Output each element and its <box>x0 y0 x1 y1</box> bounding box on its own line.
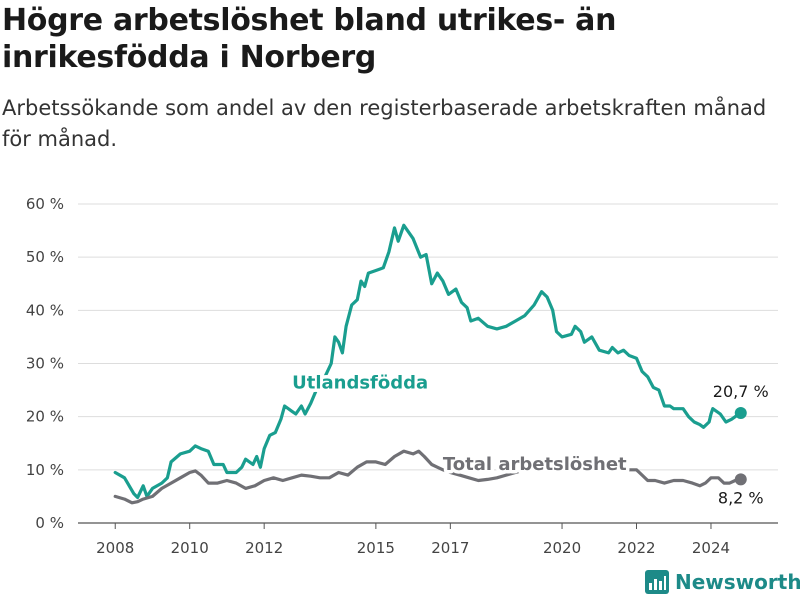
series-annotation-label: Utlandsfödda <box>292 372 428 393</box>
series-end-label: 8,2 % <box>718 488 764 507</box>
bar-chart-icon <box>645 570 669 594</box>
series-lines <box>113 223 747 505</box>
series-end-point <box>734 406 747 419</box>
series-annotation-halo: Total arbetslöshet <box>443 454 627 475</box>
series-annotation-label: Total arbetslöshet <box>443 454 627 475</box>
x-tick-label: 2015 <box>357 539 395 557</box>
brand-logo: Newsworthy <box>645 568 800 596</box>
brand-name: Newsworthy <box>675 570 800 594</box>
y-tick-label: 10 % <box>26 461 64 479</box>
axes: 0 % 10 % 20 % 30 % 40 % 50 % 60 % 2008 2010 2012 2… <box>26 195 730 557</box>
x-tick-label: 2024 <box>692 539 730 557</box>
y-tick-label: 40 % <box>26 301 64 319</box>
x-tick-label: 2012 <box>245 539 283 557</box>
x-tick-label: 2020 <box>543 539 581 557</box>
y-tick-label: 30 % <box>26 355 64 373</box>
x-tick-label: 2022 <box>617 539 655 557</box>
series-line <box>113 223 743 500</box>
series-labels: 20,7 %8,2 %UtlandsföddaUtlandsföddaTotal… <box>289 369 769 507</box>
x-tick-label: 2010 <box>171 539 209 557</box>
chart-subtitle: Arbetssökande som andel av den registerb… <box>2 96 767 151</box>
y-tick-label: 50 % <box>26 248 64 266</box>
series-end-label: 20,7 % <box>713 382 769 401</box>
series-line <box>113 449 743 505</box>
y-tick-label: 20 % <box>26 408 64 426</box>
chart-title: Högre arbetslöshet bland utrikes- än inr… <box>2 3 617 75</box>
y-tick-label: 60 % <box>26 195 64 213</box>
x-tick-label: 2017 <box>431 539 469 557</box>
series-end-point <box>734 473 747 486</box>
x-tick-label: 2008 <box>96 539 134 557</box>
series-annotation-halo: Utlandsfödda <box>292 372 428 393</box>
y-tick-label: 0 % <box>35 514 64 532</box>
